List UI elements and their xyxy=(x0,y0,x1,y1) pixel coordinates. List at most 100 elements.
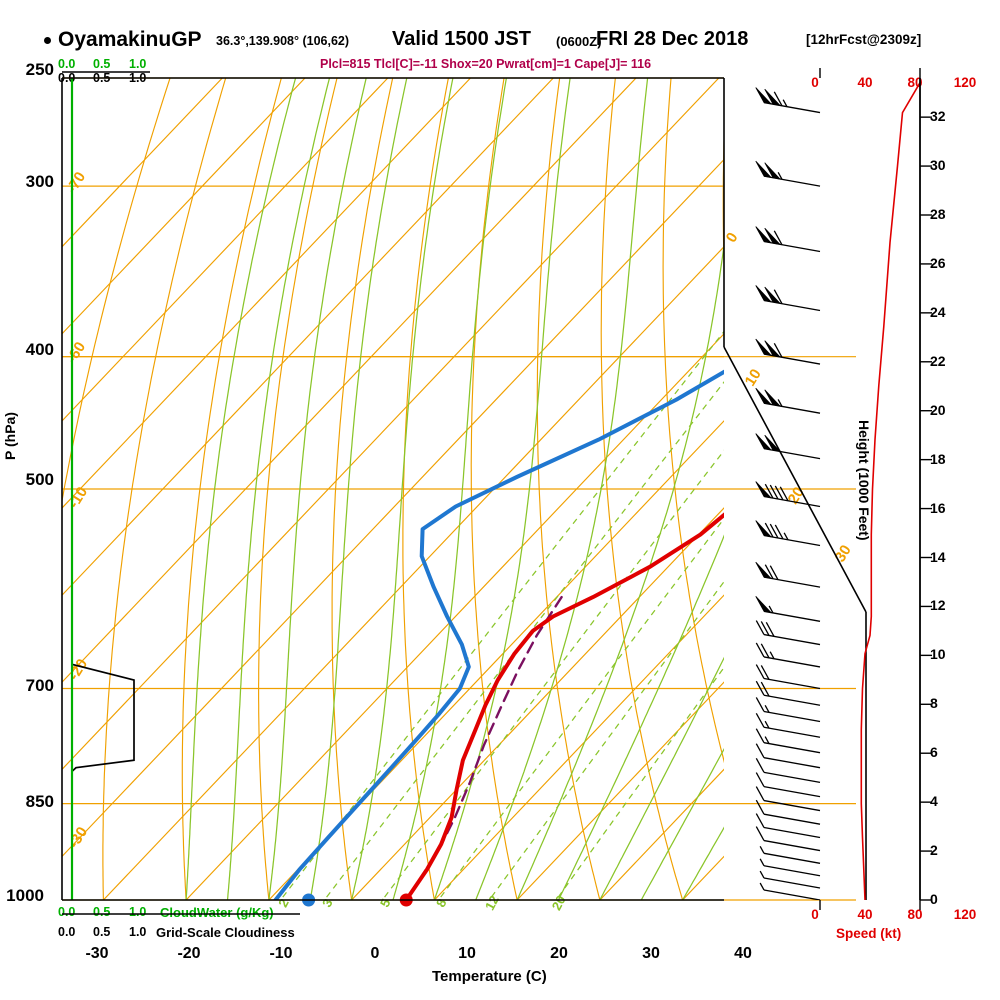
wind-barb xyxy=(759,845,821,864)
wind-barb xyxy=(755,87,821,114)
height-tick-22: 22 xyxy=(930,352,946,369)
speed-axis-label: Speed (kt) xyxy=(836,926,902,941)
dewpoint-line xyxy=(273,369,724,900)
cloudwater-bottom-tick-0: 0.0 xyxy=(58,905,76,919)
temperature-tick-40: 40 xyxy=(734,945,752,962)
cloudiness-bottom-tick-2: 1.0 xyxy=(129,925,147,939)
wind-barb xyxy=(755,758,821,783)
wind-barb xyxy=(755,664,821,690)
temperature-line xyxy=(404,512,724,900)
valid-time-utc: (0600Z) xyxy=(556,34,602,49)
height-tick-4: 4 xyxy=(930,793,938,810)
isotherm-label--60: -60 xyxy=(63,339,89,366)
height-tick-0: 0 xyxy=(930,891,938,907)
pressure-tick-500: 500 xyxy=(25,470,54,489)
wind-barb xyxy=(755,433,821,460)
wind-barb xyxy=(759,858,821,877)
height-tick-26: 26 xyxy=(930,254,946,271)
pressure-tick-1000: 1000 xyxy=(6,886,44,905)
speed-tick-top-0: 0 xyxy=(811,75,819,90)
height-tick-6: 6 xyxy=(930,744,938,761)
height-tick-28: 28 xyxy=(930,206,946,222)
wind-barb xyxy=(755,642,821,668)
height-tick-2: 2 xyxy=(930,842,938,859)
height-tick-16: 16 xyxy=(930,499,946,516)
plot-frame xyxy=(61,71,867,915)
dewpoint-trace xyxy=(273,369,724,900)
wind-barb xyxy=(755,772,821,798)
isotherm-label--20: -20 xyxy=(65,656,91,683)
height-tick-32: 32 xyxy=(930,108,946,125)
speed-tick-bot-80: 80 xyxy=(907,907,923,922)
isotherm-label-0: 0 xyxy=(723,230,742,246)
speed-tick-top-40: 40 xyxy=(857,75,873,90)
temperature-tick--30: -30 xyxy=(85,945,109,962)
station-marker-dot xyxy=(44,37,51,44)
pressure-tick-250: 250 xyxy=(25,60,54,79)
speed-tick-bot-120: 120 xyxy=(953,907,977,922)
height-tick-8: 8 xyxy=(930,695,938,712)
temperature-tick--20: -20 xyxy=(177,945,201,962)
stability-indices: Plcl=815 Tlcl[C]=-11 Shox=20 Pwrat[cm]=1… xyxy=(320,57,652,71)
temperature-axis-label: Temperature (C) xyxy=(432,968,547,985)
wind-barb xyxy=(759,870,821,889)
height-tick-18: 18 xyxy=(930,450,946,467)
pressure-tick-850: 850 xyxy=(25,792,54,811)
mixing-ratio-value-labels: 2 3 5 8 12 20 xyxy=(275,893,568,913)
temperature-tick-0: 0 xyxy=(370,945,380,962)
height-tick-14: 14 xyxy=(930,548,946,565)
wind-barb xyxy=(755,338,821,365)
wind-barb xyxy=(755,620,821,646)
mixing-ratio-label-8: 8 xyxy=(433,896,450,909)
cloudwater-top-tick-0: 0.0 xyxy=(58,57,76,71)
cloudiness-bottom-tick-0: 0.0 xyxy=(58,925,76,939)
wind-barb xyxy=(755,728,821,754)
height-axis xyxy=(819,68,932,910)
mixing-ratio-lines xyxy=(279,330,724,900)
wind-barb xyxy=(755,285,821,312)
height-tick-12: 12 xyxy=(930,597,946,614)
moist-adiabat-lines xyxy=(185,78,724,900)
cloudwater-bottom-tick-2: 1.0 xyxy=(129,905,147,919)
isotherm-label--10: -10 xyxy=(65,484,91,511)
wind-barb xyxy=(755,226,821,253)
pressure-tick-300: 300 xyxy=(25,172,54,191)
wind-barb xyxy=(755,561,821,588)
pressure-tick-400: 400 xyxy=(25,340,54,359)
mixing-ratio-label-12: 12 xyxy=(482,893,502,913)
wind-barb xyxy=(755,786,821,812)
speed-tick-top-120: 120 xyxy=(953,75,977,90)
wind-barb xyxy=(755,160,821,187)
wind-barb-column xyxy=(755,87,821,900)
temperature-trace xyxy=(404,512,724,900)
wind-speed-profile xyxy=(860,82,921,900)
cloudiness-bottom-tick-1: 0.5 xyxy=(93,925,111,939)
height-tick-20: 20 xyxy=(930,401,946,418)
station-name: OyamakinuGP xyxy=(58,28,202,51)
forecast-info: [12hrFcst@2309z] xyxy=(806,32,922,47)
height-tick-30: 30 xyxy=(930,157,946,174)
isotherm-label--30: -30 xyxy=(65,824,91,851)
isotherm-label-10: 10 xyxy=(742,366,765,389)
wind-barb xyxy=(755,697,821,723)
cloudwater-bottom-tick-1: 0.5 xyxy=(93,905,111,919)
wind-barb xyxy=(755,481,821,508)
mixing-ratio-label-5: 5 xyxy=(377,896,394,909)
cloudwater-axis-label: CloudWater (g/Kg) xyxy=(160,905,274,920)
valid-date: FRI 28 Dec 2018 xyxy=(596,28,749,50)
temperature-tick-10: 10 xyxy=(458,945,476,962)
wind-barb xyxy=(755,680,821,706)
wind-barb xyxy=(755,799,821,825)
temperature-tick--10: -10 xyxy=(269,945,293,962)
cloudwater-top-tick-2: 1.0 xyxy=(129,57,147,71)
mixing-ratio-label-3: 3 xyxy=(319,896,336,909)
height-tick-24: 24 xyxy=(930,303,946,320)
speed-tick-bot-40: 40 xyxy=(857,907,873,922)
wind-barb xyxy=(755,712,821,738)
wind-barb xyxy=(755,520,821,547)
station-coordinates: 36.3°,139.908° (106,62) xyxy=(216,34,350,48)
height-tick-10: 10 xyxy=(930,646,946,663)
cloudiness-axis-label: Grid-Scale Cloudiness xyxy=(156,925,295,940)
